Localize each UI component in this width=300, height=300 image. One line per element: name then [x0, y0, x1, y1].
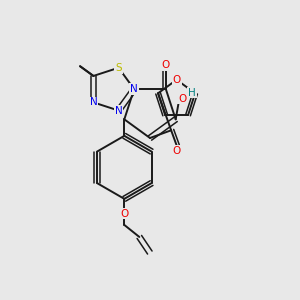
Text: N: N — [90, 98, 97, 107]
Text: N: N — [115, 106, 122, 116]
Text: O: O — [178, 94, 186, 103]
Text: O: O — [120, 208, 128, 218]
Text: O: O — [162, 60, 170, 70]
Text: O: O — [172, 75, 181, 85]
Text: N: N — [130, 84, 138, 94]
Text: O: O — [173, 146, 181, 156]
Text: S: S — [115, 63, 122, 73]
Text: H: H — [188, 88, 196, 98]
